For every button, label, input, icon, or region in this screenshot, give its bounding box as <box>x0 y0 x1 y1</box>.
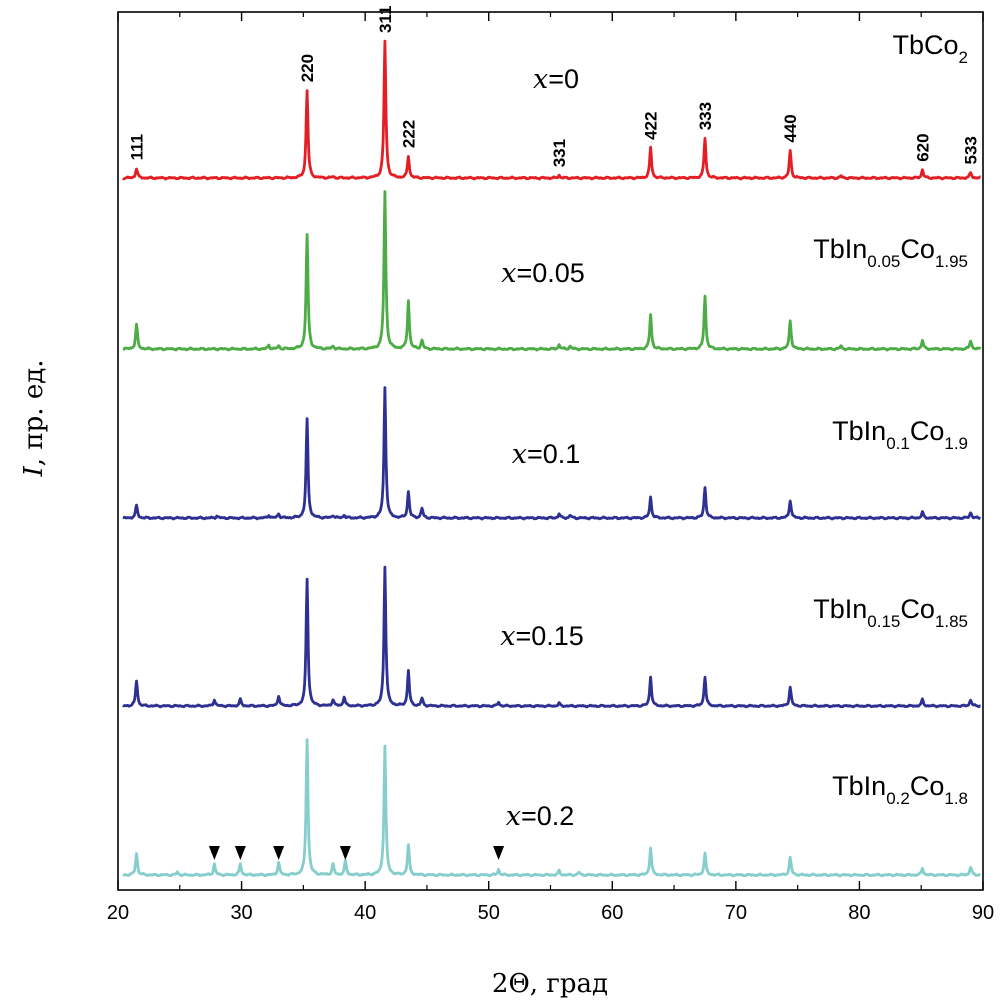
x-axis-title: 2Θ, град <box>492 969 608 999</box>
composition-text: TbIn <box>832 416 886 446</box>
hkl-label: 533 <box>962 136 981 164</box>
x-value-label-5: x=0.2 <box>506 801 575 832</box>
x-variable: x <box>533 64 548 95</box>
axes-layer: 20 30 40 50 60 70 80 90 <box>107 11 994 924</box>
x-value-label-3: x=0.1 <box>512 439 581 470</box>
series-layer <box>121 39 982 878</box>
hkl-label: 331 <box>550 139 569 167</box>
x-value-label-4: x=0.15 <box>500 621 584 652</box>
x-tick-label: 50 <box>478 902 500 924</box>
composition-text: Co <box>910 771 945 801</box>
hkl-label: 620 <box>913 133 932 161</box>
x-tick-label: 40 <box>354 902 376 924</box>
y-axis-title-rest: , пр. ед. <box>19 360 49 467</box>
composition-subscript: 1.8 <box>944 789 968 808</box>
hkl-label: 440 <box>781 114 800 142</box>
hkl-label: 111 <box>128 134 147 161</box>
hkl-label: 220 <box>298 54 317 82</box>
x-variable: x <box>500 621 515 652</box>
impurity-marker <box>339 846 351 860</box>
impurity-marker <box>493 846 505 860</box>
hkl-label: 333 <box>696 102 715 130</box>
impurity-marker <box>208 846 220 860</box>
composition-label-4: TbIn0.15Co1.85 <box>813 594 968 631</box>
composition-text: Co <box>910 416 945 446</box>
composition-text: TbIn <box>813 234 867 264</box>
hkl-label: 422 <box>642 112 661 140</box>
x-variable: x <box>506 801 521 832</box>
series-line-4 <box>122 565 982 709</box>
y-axis-title-variable: I <box>19 465 49 477</box>
composition-subscript: 1.85 <box>935 612 968 631</box>
x-tick-label: 80 <box>848 902 870 924</box>
composition-text: Co <box>900 594 935 624</box>
x-value: =0 <box>548 64 579 94</box>
x-value: =0.2 <box>521 801 574 831</box>
composition-text: TbIn <box>813 594 867 624</box>
composition-text: TbIn <box>832 771 886 801</box>
series-line-1 <box>121 39 982 181</box>
x-tick-label: 30 <box>230 902 252 924</box>
hkl-label: 222 <box>399 120 418 148</box>
label-layer: TbCo2x=0TbIn0.05Co1.95x=0.05TbIn0.1Co1.9… <box>128 6 981 860</box>
series-line-2 <box>122 190 982 352</box>
composition-label-3: TbIn0.1Co1.9 <box>832 416 968 453</box>
x-variable: x <box>501 258 516 289</box>
series-line-3 <box>122 386 982 521</box>
composition-label-5: TbIn0.2Co1.8 <box>832 771 968 808</box>
x-value-label-2: x=0.05 <box>501 258 585 289</box>
x-value: =0.15 <box>515 621 583 651</box>
composition-subscript: 0.15 <box>867 612 900 631</box>
composition-subscript: 1.95 <box>935 252 968 271</box>
composition-subscript: 0.2 <box>886 789 910 808</box>
x-tick-label: 20 <box>107 902 129 924</box>
x-tick-label: 90 <box>972 902 994 924</box>
composition-text: Co <box>900 234 935 264</box>
x-value-label-1: x=0 <box>533 64 579 95</box>
x-value: =0.1 <box>527 439 580 469</box>
composition-label-2: TbIn0.05Co1.95 <box>813 234 968 271</box>
composition-subscript: 2 <box>959 48 968 67</box>
x-tick-label: 70 <box>725 902 747 924</box>
x-tick-label: 60 <box>601 902 623 924</box>
series-line-5 <box>122 738 982 878</box>
composition-text: TbCo <box>893 30 959 60</box>
impurity-marker <box>234 846 246 860</box>
hkl-label: 311 <box>376 6 395 33</box>
composition-label-1: TbCo2 <box>893 30 969 67</box>
composition-subscript: 0.05 <box>867 252 900 271</box>
x-value: =0.05 <box>516 258 584 288</box>
composition-subscript: 0.1 <box>886 434 910 453</box>
composition-subscript: 1.9 <box>944 434 968 453</box>
impurity-marker <box>273 846 285 860</box>
x-variable: x <box>512 439 527 470</box>
y-axis-title: I, пр. ед. <box>19 360 49 478</box>
